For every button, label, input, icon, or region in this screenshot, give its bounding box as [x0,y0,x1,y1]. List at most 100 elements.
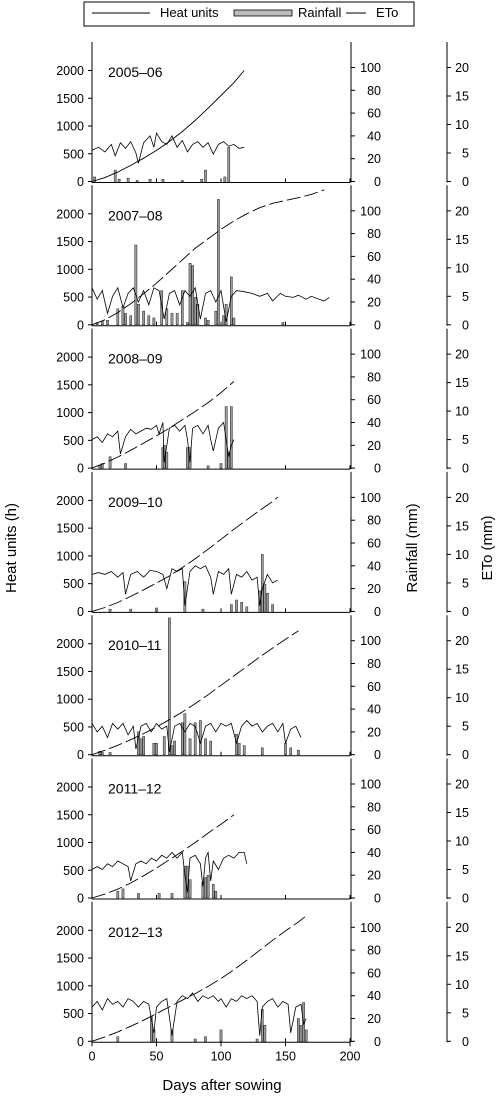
rainfall-bar [227,147,231,182]
heat-tick-label: 2000 [56,494,84,508]
rainfall-tick-label: 40 [367,703,381,717]
rainfall-bar [204,317,207,325]
rainfall-tick-label: 0 [374,605,381,619]
panel-3: 0500100015002000020406080100051015202009… [56,471,469,619]
heat-tick-label: 1500 [56,235,84,249]
eto-tick-label: 10 [455,405,469,419]
panel-4: 0500100015002000020406080100051015202010… [56,615,469,762]
rainfall-tick-label: 40 [367,559,381,573]
rainfall-bar [160,290,163,326]
rainfall-bar [147,315,151,325]
rainfall-bar [193,722,197,755]
rainfall-bar [183,713,187,755]
rainfall-bar [134,244,138,326]
rainfall-tick-label: 100 [360,778,381,792]
rainfall-bar [142,310,145,325]
rainfall-bar [101,463,104,469]
heat-tick-label: 1000 [56,693,84,707]
eto-line [91,421,235,463]
season-label: 2010–11 [108,637,162,653]
rainfall-bar [260,747,264,755]
heat-tick-label: 1000 [56,836,84,850]
eto-line [91,286,330,322]
rainfall-bar [209,740,212,755]
eto-line [91,131,245,164]
heat-units-axis-label: Heat units (h) [3,503,20,593]
eto-tick-label: 20 [455,61,469,75]
rainfall-tick-label: 80 [367,84,381,98]
eto-tick-label: 0 [462,1035,469,1049]
season-label: 2005–06 [108,64,163,80]
season-label: 2007–08 [108,207,163,223]
rainfall-bar [186,447,189,469]
rainfall-bar [180,722,184,755]
panels: 0500100015002000020406080100051015202005… [56,42,469,1049]
rainfall-tick-label: 0 [374,748,381,762]
rainfall-tick-label: 80 [367,657,381,671]
rainfall-bar [191,265,194,325]
eto-tick-label: 5 [462,576,469,590]
rainfall-bar [255,1038,259,1042]
eto-tick-label: 20 [455,491,469,505]
rainfall-bar [108,752,112,755]
heat-tick-label: 2000 [56,207,84,221]
rainfall-bar [121,306,125,325]
rainfall-tick-label: 20 [367,582,381,596]
season-label: 2009–10 [108,494,163,510]
eto-line [91,719,302,752]
rainfall-bar [217,199,220,325]
rainfall-bar [116,890,120,899]
heat-tick-label: 2000 [56,781,84,795]
heat-tick-label: 0 [77,318,84,332]
rainfall-bar [101,752,104,755]
heat-units-line [91,496,279,612]
rainfall-bar [245,606,249,612]
rainfall-bar [137,304,140,325]
heat-tick-label: 1000 [56,979,84,993]
season-label: 2011–12 [108,781,162,797]
heat-tick-label: 500 [63,577,84,591]
season-label: 2008–09 [108,351,163,367]
rainfall-tick-label: 20 [367,296,381,310]
rainfall-bar [124,463,127,469]
heat-tick-label: 0 [77,462,84,476]
rainfall-tick-label: 100 [360,921,381,935]
rainfall-bar [113,169,117,182]
rainfall-tick-label: 60 [367,107,381,121]
rainfall-tick-label: 60 [367,680,381,694]
heat-tick-label: 1000 [56,549,84,563]
rainfall-bar [199,720,202,755]
rainfall-bar [98,465,102,469]
panel-1: 0500100015002000020406080100051015202007… [56,185,469,332]
rainfall-bar [299,1025,303,1042]
rainfall-bar [258,590,262,612]
rainfall-axis-label: Rainfall (mm) [404,503,421,592]
rainfall-bar [281,322,285,325]
heat-tick-label: 500 [63,720,84,734]
panel-2: 0500100015002000020406080100051015202008… [56,328,469,476]
eto-line [91,565,278,606]
rainfall-bar [206,465,210,469]
rainfall-tick-label: 40 [367,846,381,860]
rainfall-bar [214,890,218,899]
rainfall-bar [214,310,218,325]
panel-0: 0500100015002000020406080100051015202005… [56,42,469,189]
rainfall-bar [266,592,269,612]
rainfall-tick-label: 40 [367,416,381,430]
rainfall-bar [173,740,176,755]
eto-tick-label: 5 [462,1006,469,1020]
rainfall-bar [148,179,152,182]
heat-tick-label: 1500 [56,522,84,536]
rainfall-bar [155,743,158,755]
rainfall-bar [242,745,246,755]
rainfall-bar [188,879,192,899]
rainfall-bar [124,313,127,325]
rainfall-tick-label: 0 [374,175,381,189]
panel-6: 0500100015002000020406080100051015202012… [56,901,469,1049]
rainfall-tick-label: 100 [360,204,381,218]
heat-tick-label: 500 [63,1007,84,1021]
panel-5: 0500100015002000020406080100051015202011… [56,758,469,906]
rainfall-bar [232,317,236,325]
x-tick-label: 200 [340,1049,361,1063]
rainfall-bar [211,884,215,899]
